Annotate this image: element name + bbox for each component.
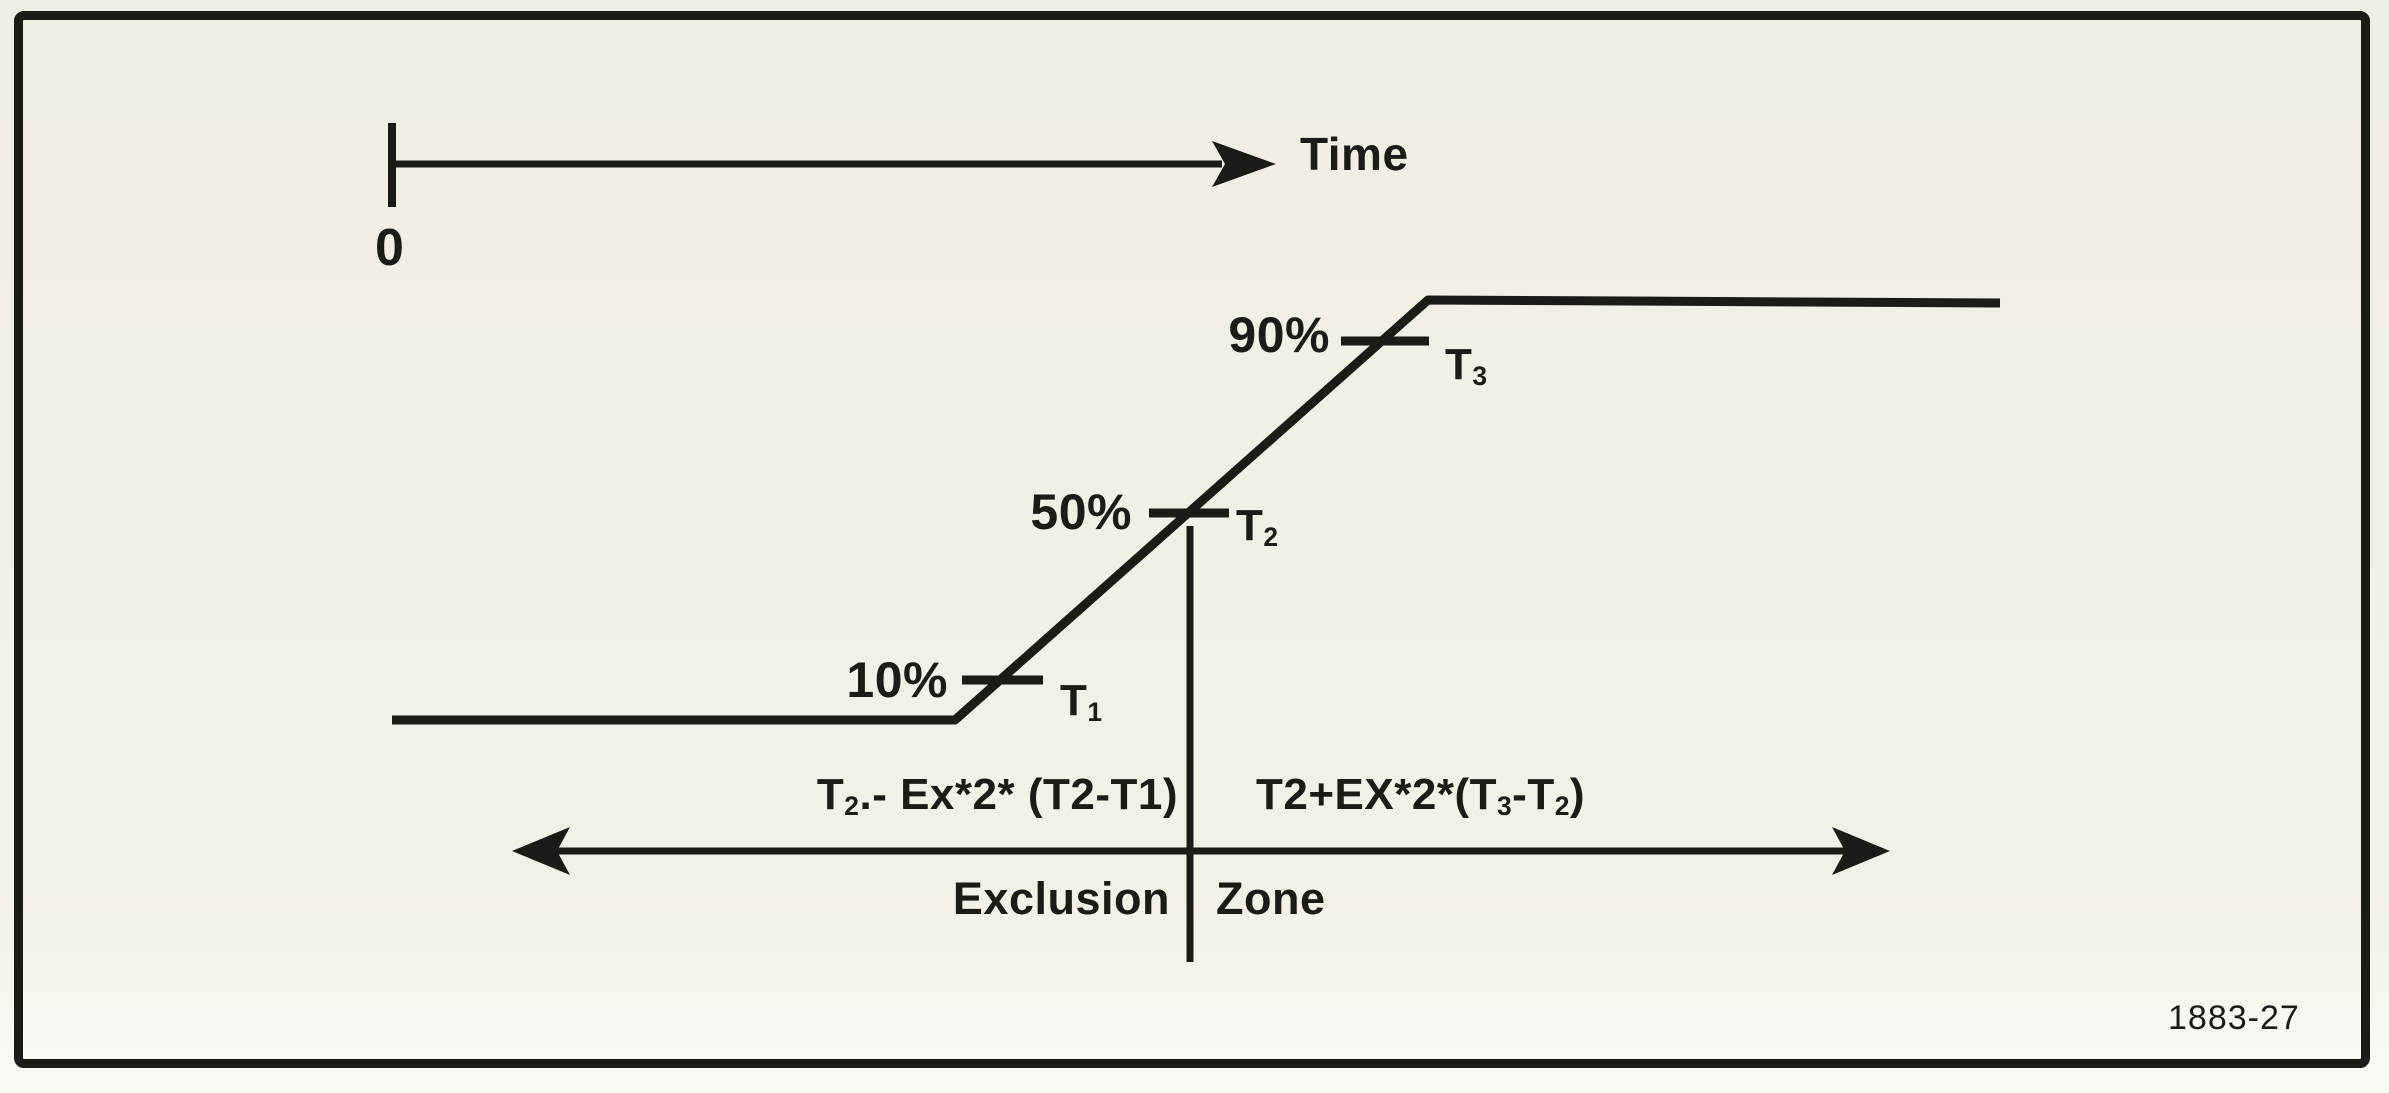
time-axis-label: Time: [1300, 128, 1409, 180]
right-formula-p2: -T: [1512, 770, 1555, 819]
t2-subscript: 2: [1263, 521, 1279, 552]
level-label-50-percent: 50%: [1030, 484, 1132, 540]
level-label-90-percent: 90%: [1228, 307, 1330, 363]
t3-label: T3: [1445, 340, 1488, 389]
right-formula-s2: 2: [1554, 790, 1570, 821]
level-label-10-percent: 10%: [846, 652, 948, 708]
time-axis-origin-label: 0: [375, 219, 405, 277]
t1-subscript: 1: [1087, 696, 1103, 727]
exclusion-arrow-right-head-icon: [1832, 827, 1890, 875]
time-axis-arrowhead-icon: [1212, 141, 1276, 187]
t1-label: T1: [1060, 676, 1103, 725]
t1-base: T: [1060, 676, 1088, 725]
right-formula-s1: 3: [1496, 790, 1513, 821]
left-formula-subscript: 2: [844, 790, 860, 821]
t3-base: T: [1445, 340, 1473, 389]
exclusion-zone-word-2: Zone: [1216, 873, 1326, 924]
exclusion-arrow-left-head-icon: [512, 827, 570, 875]
figure-frame: [14, 11, 2370, 1068]
t2-label: T2: [1236, 501, 1279, 550]
right-formula-p1: T2+EX*2*(T: [1256, 770, 1497, 819]
left-formula-base: T: [816, 770, 845, 819]
figure-number: 1883-27: [2168, 999, 2300, 1037]
t2-base: T: [1236, 501, 1264, 550]
exclusion-zone-word-1: Exclusion: [952, 873, 1170, 924]
exclusion-left-formula: T2.- Ex*2* (T2-T1): [816, 770, 1178, 819]
t3-subscript: 3: [1472, 360, 1488, 391]
left-formula-rest: .- Ex*2* (T2-T1): [859, 770, 1178, 819]
exclusion-right-formula: T2+EX*2*(T3-T2): [1256, 770, 1586, 819]
right-formula-p3: ): [1569, 770, 1586, 819]
